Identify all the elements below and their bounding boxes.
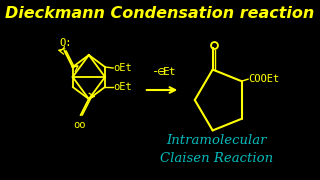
Text: Intramolecular: Intramolecular — [166, 134, 267, 147]
Text: Claisen Reaction: Claisen Reaction — [160, 152, 273, 165]
Text: Et: Et — [163, 67, 176, 77]
Text: O:: O: — [59, 38, 72, 48]
Text: ⊖: ⊖ — [157, 67, 166, 77]
Text: -: - — [152, 66, 160, 78]
Text: oEt: oEt — [113, 82, 132, 92]
Text: Dieckmann Condensation reaction: Dieckmann Condensation reaction — [5, 6, 315, 21]
Text: COOEt: COOEt — [248, 74, 279, 84]
Text: oEt: oEt — [113, 63, 132, 73]
Text: oo: oo — [73, 120, 85, 130]
